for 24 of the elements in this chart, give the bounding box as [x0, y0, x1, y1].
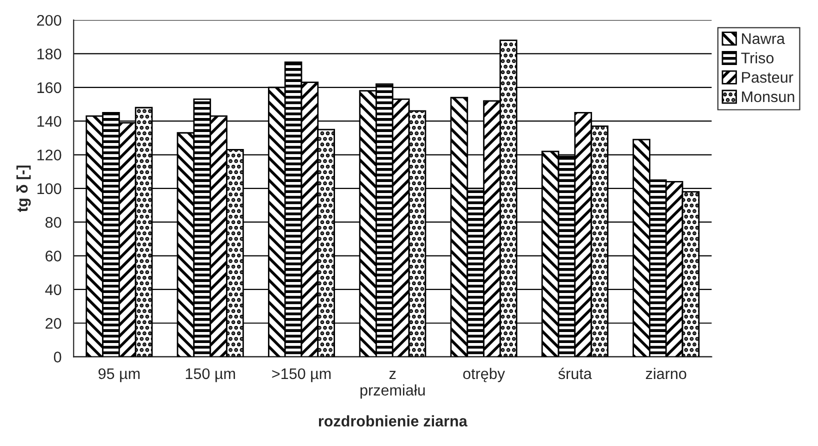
y-tick-label: 140	[37, 116, 62, 127]
y-tick-label: 0	[54, 352, 62, 362]
x-tick-label: z przemiału	[360, 370, 425, 399]
x-tick-label: 150 µm	[186, 368, 235, 382]
x-tick-label: ziarno	[646, 368, 686, 380]
y-tick-label: 200	[37, 14, 62, 26]
y-tick-label: 100	[37, 183, 62, 194]
legend-label: Triso	[741, 52, 774, 64]
x-tick-label: śruta	[558, 368, 592, 380]
y-tick-label: 120	[37, 150, 62, 160]
y-tick-label: 20	[46, 318, 62, 329]
y-tick-label: 80	[45, 216, 62, 228]
y-tick-label: 160	[37, 82, 62, 94]
x-tick-label: >150 µm	[272, 368, 331, 382]
legend-label: Monsun	[742, 91, 794, 102]
x-tick-label: 95 µm	[98, 368, 140, 382]
y-tick-label: 180	[37, 48, 62, 60]
y-axis-title: tg δ [-]	[16, 166, 31, 212]
y-tick-label: 60	[46, 250, 62, 262]
x-axis-title: rozdrobnienie ziarna	[318, 415, 468, 426]
x-tick-label: otręby	[463, 368, 505, 382]
legend-label: Pasteur	[742, 72, 794, 83]
legend-label: Nawra	[742, 33, 785, 44]
y-tick-label: 40	[45, 284, 62, 296]
